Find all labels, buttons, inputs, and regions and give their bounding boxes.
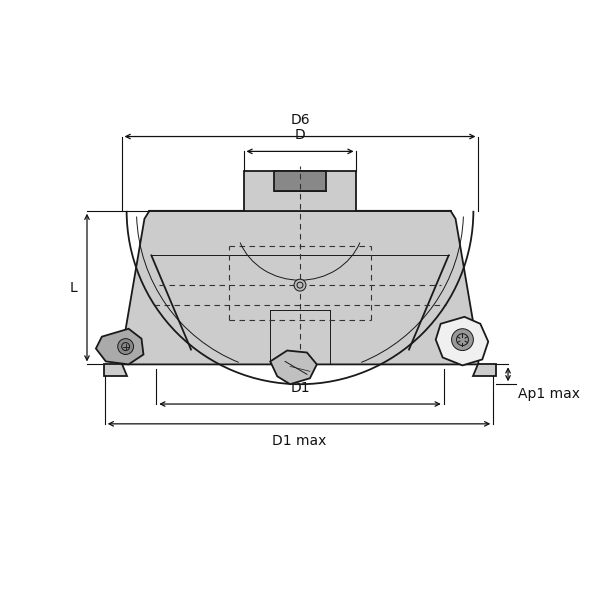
Text: L: L <box>70 281 77 295</box>
Polygon shape <box>473 364 496 376</box>
Polygon shape <box>270 350 317 384</box>
Text: D: D <box>295 128 305 142</box>
Circle shape <box>294 279 306 291</box>
Text: D1 max: D1 max <box>272 434 326 448</box>
Text: D6: D6 <box>290 113 310 127</box>
Polygon shape <box>122 211 478 364</box>
Polygon shape <box>96 329 143 364</box>
Polygon shape <box>104 364 127 376</box>
Text: D1: D1 <box>290 381 310 395</box>
Circle shape <box>452 329 473 350</box>
Polygon shape <box>244 171 356 211</box>
Text: Ap1 max: Ap1 max <box>518 387 580 401</box>
Polygon shape <box>436 317 488 365</box>
Polygon shape <box>274 171 326 191</box>
Circle shape <box>118 338 134 355</box>
